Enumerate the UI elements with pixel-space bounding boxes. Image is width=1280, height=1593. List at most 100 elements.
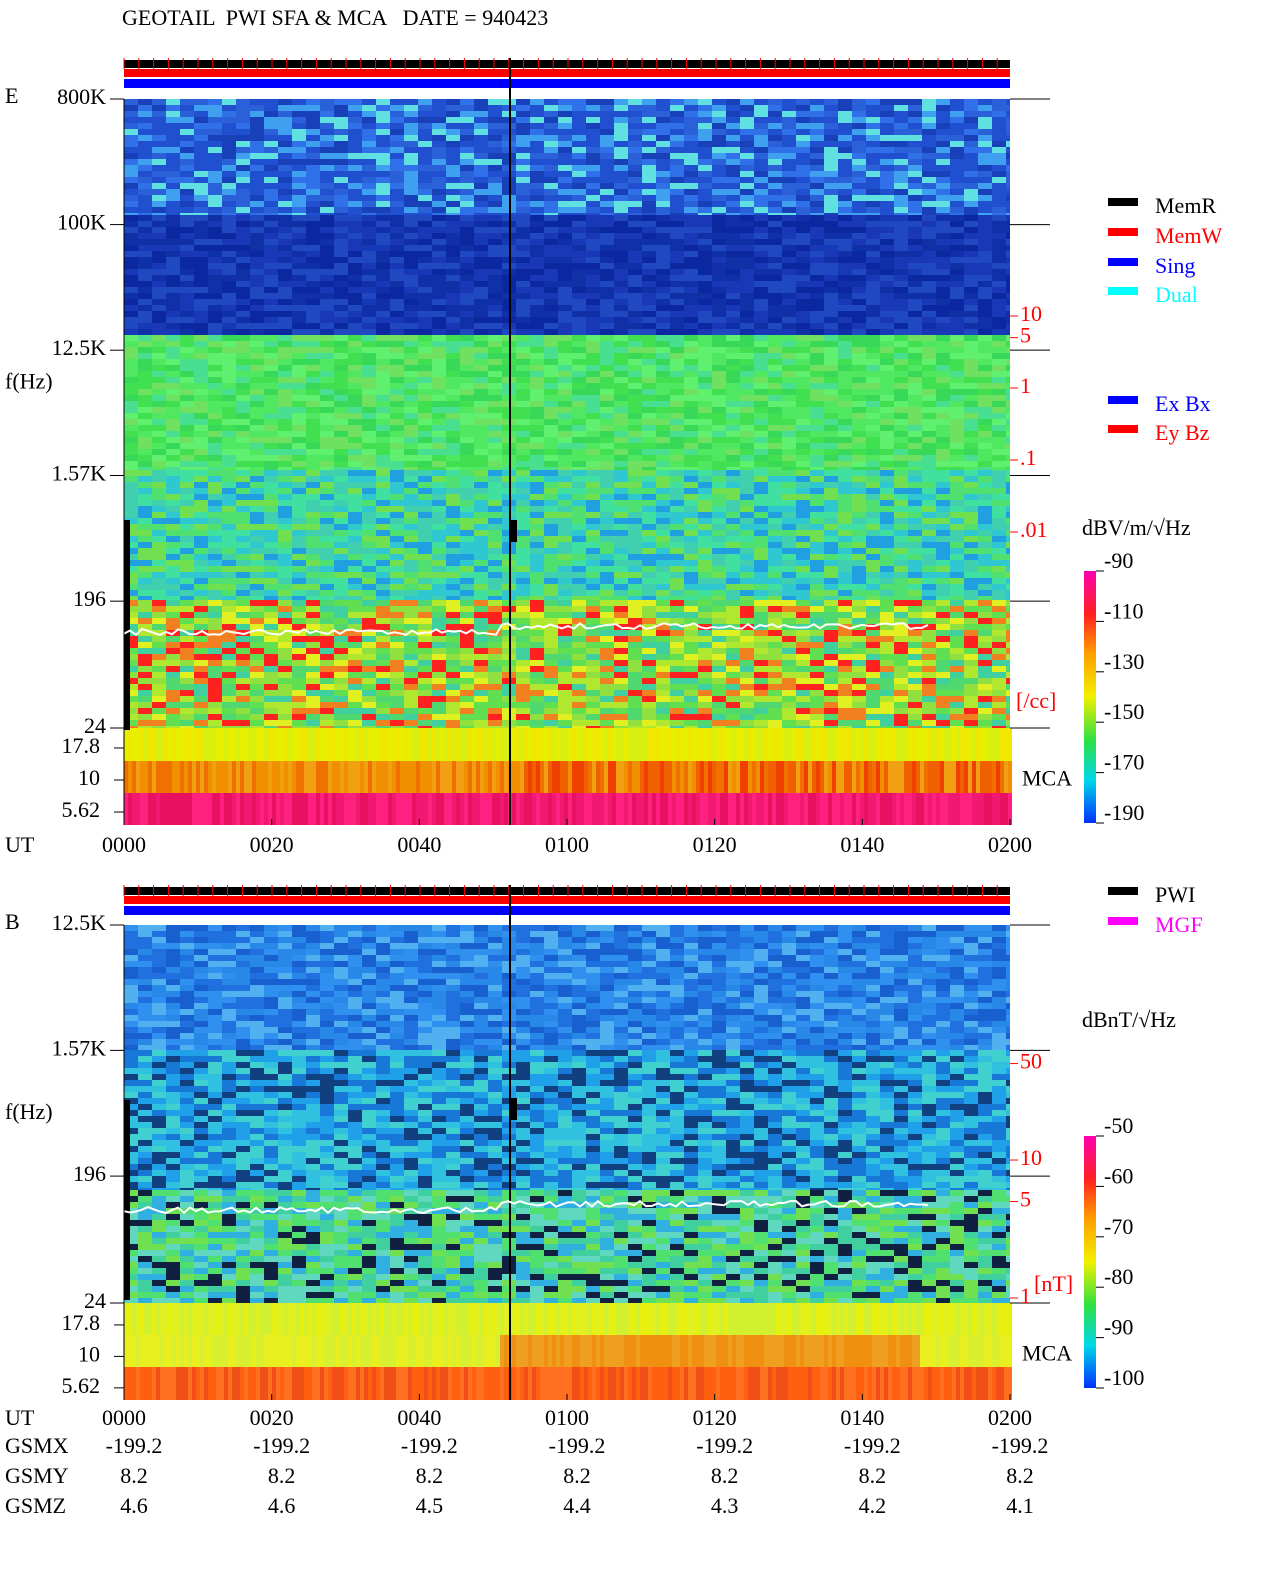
spectrogram-cell <box>852 189 866 195</box>
spectrogram-cell <box>194 99 208 105</box>
spectrogram-cell <box>922 135 936 141</box>
spectrogram-cell <box>474 425 488 431</box>
spectrogram-cell <box>152 371 166 377</box>
spectrogram-cell <box>488 395 502 401</box>
spectrogram-cell <box>964 281 978 287</box>
spectrogram-cell <box>950 165 964 171</box>
spectrogram-cell <box>922 183 936 189</box>
spectrogram-cell <box>236 257 250 263</box>
spectrogram-cell <box>614 389 628 395</box>
spectrogram-cell <box>278 263 292 269</box>
spectrogram-cell <box>810 401 824 407</box>
spectrogram-cell <box>852 141 866 147</box>
spectrogram-cell <box>810 524 824 530</box>
spectrogram-cell <box>992 419 1006 425</box>
spectrogram-cell <box>586 395 600 401</box>
spectrogram-cell <box>922 482 936 488</box>
spectrogram-cell <box>488 449 502 455</box>
spectrogram-cell <box>628 494 642 500</box>
spectrogram-cell <box>964 171 978 177</box>
spectrogram-cell <box>236 233 250 239</box>
spectrogram-cell <box>180 189 194 195</box>
spectrogram-cell <box>194 257 208 263</box>
spectrogram-cell <box>740 536 754 542</box>
spectrogram-cell <box>348 470 362 476</box>
spectrogram-cell <box>922 437 936 443</box>
spectrogram-cell <box>754 413 768 419</box>
spectrogram-cell <box>432 227 446 233</box>
spectrogram-cell <box>656 425 670 431</box>
spectrogram-cell <box>180 560 194 566</box>
spectrogram-cell <box>824 221 838 227</box>
spectrogram-cell <box>712 233 726 239</box>
spectrogram-cell <box>460 135 474 141</box>
spectrogram-cell <box>432 437 446 443</box>
spectrogram-cell <box>348 189 362 195</box>
spectrogram-cell <box>530 467 544 470</box>
spectrogram-cell <box>376 189 390 195</box>
spectrogram-cell <box>642 201 656 207</box>
spectrogram-cell <box>964 506 978 512</box>
spectrogram-cell <box>796 215 810 221</box>
spectrogram-cell <box>418 293 432 299</box>
spectrogram-cell <box>642 524 656 530</box>
spectrogram-cell <box>964 407 978 413</box>
spectrogram-cell <box>964 245 978 251</box>
spectrogram-cell <box>250 123 264 129</box>
spectrogram-cell <box>880 153 894 159</box>
spectrogram-cell <box>642 443 656 449</box>
spectrogram-cell <box>978 159 992 165</box>
spectrogram-cell <box>376 171 390 177</box>
spectrogram-cell <box>1006 263 1010 269</box>
spectrogram-cell <box>936 437 950 443</box>
spectrogram-cell <box>740 195 754 201</box>
spectrogram-cell <box>810 257 824 263</box>
spectrogram-cell <box>222 419 236 425</box>
spectrogram-cell <box>936 482 950 488</box>
spectrogram-cell <box>166 311 180 317</box>
spectrogram-cell <box>726 437 740 443</box>
spectrogram-cell <box>656 171 670 177</box>
spectrogram-cell <box>782 425 796 431</box>
spectrogram-cell <box>1006 524 1010 530</box>
spectrogram-cell <box>628 455 642 461</box>
spectrogram-cell <box>432 207 446 213</box>
spectrogram-cell <box>978 335 992 341</box>
spectrogram-cell <box>432 275 446 281</box>
spectrogram-cell <box>628 221 642 227</box>
spectrogram-cell <box>964 335 978 341</box>
spectrogram-cell <box>614 524 628 530</box>
spectrogram-cell <box>166 141 180 147</box>
spectrogram-cell <box>460 470 474 476</box>
spectrogram-cell <box>250 470 264 476</box>
spectrogram-cell <box>362 524 376 530</box>
spectrogram-cell <box>474 467 488 470</box>
spectrogram-cell <box>880 317 894 323</box>
spectrogram-cell <box>740 548 754 554</box>
spectrogram-cell <box>572 323 586 329</box>
spectrogram-cell <box>362 476 376 482</box>
spectrogram-cell <box>684 171 698 177</box>
spectrogram-cell <box>586 233 600 239</box>
spectrogram-cell <box>558 500 572 506</box>
spectrogram-cell <box>180 506 194 512</box>
spectrogram-cell <box>600 389 614 395</box>
spectrogram-cell <box>446 293 460 299</box>
spectrogram-cell <box>852 305 866 311</box>
spectrogram-cell <box>684 135 698 141</box>
spectrogram-cell <box>460 189 474 195</box>
spectrogram-cell <box>628 467 642 470</box>
spectrogram-cell <box>684 183 698 189</box>
spectrogram-cell <box>306 317 320 323</box>
spectrogram-cell <box>978 123 992 129</box>
spectrogram-cell <box>446 317 460 323</box>
spectrogram-cell <box>124 183 138 189</box>
spectrogram-cell <box>726 269 740 275</box>
spectrogram-cell <box>152 518 166 524</box>
spectrogram-cell <box>768 419 782 425</box>
spectrogram-cell <box>880 213 894 215</box>
spectrogram-cell <box>824 500 838 506</box>
spectrogram-cell <box>1006 437 1010 443</box>
spectrogram-cell <box>670 425 684 431</box>
spectrogram-cell <box>810 431 824 437</box>
